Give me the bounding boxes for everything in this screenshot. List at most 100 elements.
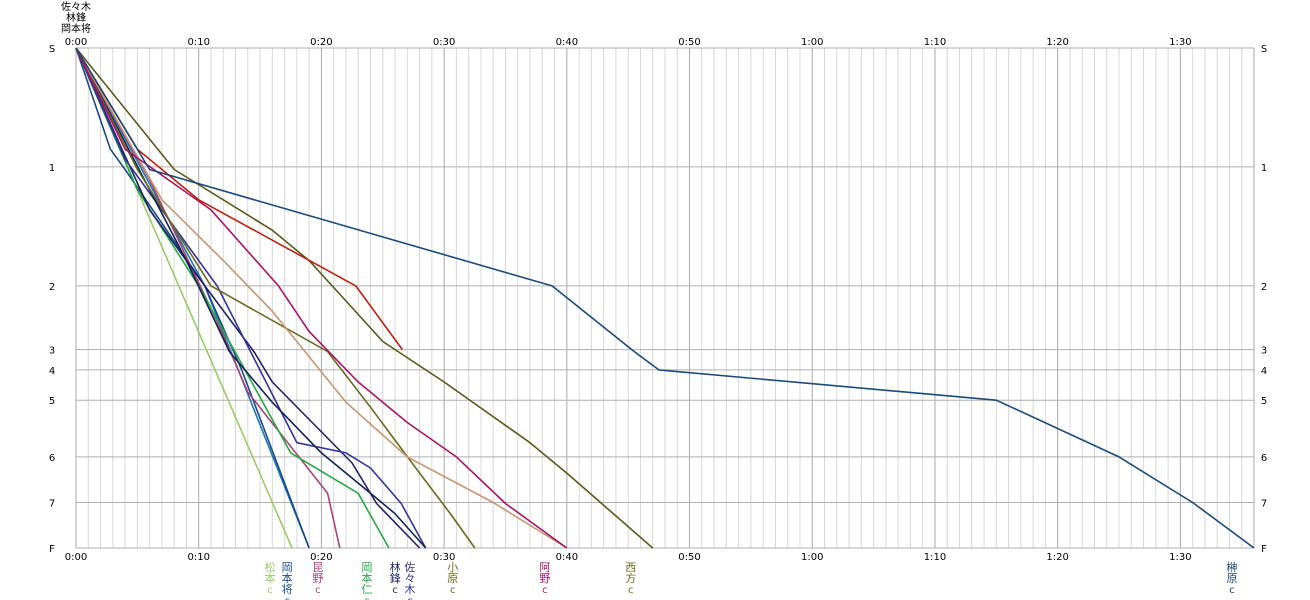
top-tick-label: 0:50 xyxy=(678,37,700,48)
runner-name-char: 々 xyxy=(404,572,415,585)
top-tick-label: 0:10 xyxy=(187,37,209,48)
right-control-label: 3 xyxy=(1261,346,1267,357)
runner-label: 阿野c xyxy=(539,561,550,596)
runner-name-char: 方 xyxy=(625,571,636,585)
runner-classification: c xyxy=(542,585,548,596)
runner-lines xyxy=(75,47,1255,549)
bottom-tick-label: 0:20 xyxy=(310,552,332,563)
right-control-axis: S 1 2 3 4 5 6 7 F xyxy=(1261,44,1267,555)
runner-label: 榊原c xyxy=(1227,560,1238,596)
runner-line xyxy=(75,47,421,549)
top-left-runner-name: 岡本将 xyxy=(61,22,91,35)
runner-line xyxy=(75,47,568,549)
runner-classification: c xyxy=(392,585,398,596)
runner-name-char: 仁 xyxy=(361,583,372,596)
runner-name-char: 佐 xyxy=(404,560,415,574)
runner-classification: c xyxy=(628,585,634,596)
runner-line xyxy=(75,47,1255,549)
runner-name-char: 阿 xyxy=(539,561,550,574)
left-control-label: 4 xyxy=(49,366,55,377)
left-control-label: S xyxy=(49,44,55,55)
right-control-label: F xyxy=(1261,544,1267,555)
runner-name-char: 昆 xyxy=(312,561,323,574)
minor-gridlines xyxy=(87,48,1255,548)
top-left-runner-name: 佐々木 xyxy=(61,1,91,13)
right-control-label: 4 xyxy=(1261,366,1267,377)
top-time-axis: 0:00 0:10 0:20 0:30 0:40 0:50 1:00 1:10 1:20 1:30 xyxy=(65,37,1192,48)
runner-name-char: 将 xyxy=(282,583,293,596)
bottom-tick-label: 1:10 xyxy=(924,552,946,563)
top-tick-label: 1:20 xyxy=(1046,37,1068,48)
runner-name-char: 岡 xyxy=(282,561,293,574)
runner-classification: c xyxy=(407,596,413,600)
left-control-label: 7 xyxy=(49,498,55,509)
runner-name-char: 林 xyxy=(390,560,401,574)
left-control-axis: S 1 2 3 4 5 6 7 F xyxy=(49,44,55,555)
runner-line xyxy=(75,47,568,549)
bottom-tick-label: 0:50 xyxy=(678,552,700,563)
top-tick-label: 1:00 xyxy=(801,37,823,48)
runner-label: 岡本将c xyxy=(282,561,293,600)
top-tick-label: 1:10 xyxy=(924,37,946,48)
left-control-label: 2 xyxy=(49,282,55,293)
top-left-runner-name: 林鋒 xyxy=(66,11,86,24)
runner-name-char: 西 xyxy=(625,561,636,574)
runner-name-char: 野 xyxy=(312,572,323,585)
bottom-tick-label: 0:30 xyxy=(433,552,455,563)
bottom-tick-label: 0:10 xyxy=(187,552,209,563)
runner-label: 林鋒c xyxy=(390,560,401,596)
runner-line xyxy=(75,47,427,549)
right-control-label: 6 xyxy=(1261,453,1267,464)
major-gridlines xyxy=(75,48,1255,548)
runner-name-char: 本 xyxy=(361,571,372,585)
runner-label: 岡本仁c xyxy=(361,561,372,600)
runner-name-char: 榊 xyxy=(1227,560,1238,574)
top-tick-label: 0:40 xyxy=(556,37,578,48)
runner-classification: c xyxy=(450,585,456,596)
runner-classification: c xyxy=(1229,585,1235,596)
bottom-tick-label: 0:40 xyxy=(556,552,578,563)
right-control-label: 2 xyxy=(1261,282,1267,293)
runner-label: 松本c xyxy=(264,560,275,596)
runner-line xyxy=(75,47,476,549)
runner-labels: 松本c岡本将c昆野c岡本仁c林鋒c佐々木c小原c阿野c西方c榊原c xyxy=(264,560,1237,600)
runner-classification: c xyxy=(284,596,290,600)
right-control-label: 7 xyxy=(1261,498,1267,509)
runner-name-char: 木 xyxy=(404,583,415,596)
top-tick-label: 0:20 xyxy=(310,37,332,48)
bottom-tick-label: 0:00 xyxy=(65,552,87,563)
runner-label: 小原c xyxy=(447,561,458,596)
left-control-label: 5 xyxy=(49,396,55,407)
runner-classification: c xyxy=(364,596,370,600)
runner-name-char: 本 xyxy=(282,571,293,585)
left-control-label: F xyxy=(49,544,55,555)
right-control-label: S xyxy=(1261,44,1267,55)
left-control-label: 3 xyxy=(49,346,55,357)
top-tick-label: 1:30 xyxy=(1169,37,1191,48)
runner-classification: c xyxy=(267,585,273,596)
runner-label: 昆野c xyxy=(312,561,323,596)
top-tick-label: 0:30 xyxy=(433,37,455,48)
runner-classification: c xyxy=(315,585,321,596)
bottom-time-axis: 0:00 0:10 0:20 0:30 0:40 0:50 1:00 1:10 1:20 1:30 xyxy=(65,552,1192,563)
runner-label: 佐々木c xyxy=(404,560,415,600)
bottom-tick-label: 1:00 xyxy=(801,552,823,563)
runner-name-char: 小 xyxy=(447,561,458,574)
runner-name-char: 松 xyxy=(264,560,275,574)
runner-name-char: 原 xyxy=(1227,572,1238,585)
right-control-label: 1 xyxy=(1261,163,1267,174)
runner-name-char: 岡 xyxy=(361,561,372,574)
top-tick-label: 0:00 xyxy=(65,37,87,48)
runner-line xyxy=(75,47,654,549)
runner-name-char: 野 xyxy=(539,572,550,585)
runner-name-char: 原 xyxy=(447,572,458,585)
runner-label: 西方c xyxy=(625,561,636,596)
bottom-tick-label: 1:20 xyxy=(1046,552,1068,563)
right-control-label: 5 xyxy=(1261,396,1267,407)
bottom-tick-label: 1:30 xyxy=(1169,552,1191,563)
runner-name-char: 本 xyxy=(264,571,275,585)
runner-name-char: 鋒 xyxy=(390,571,401,585)
runner-line xyxy=(75,47,427,549)
